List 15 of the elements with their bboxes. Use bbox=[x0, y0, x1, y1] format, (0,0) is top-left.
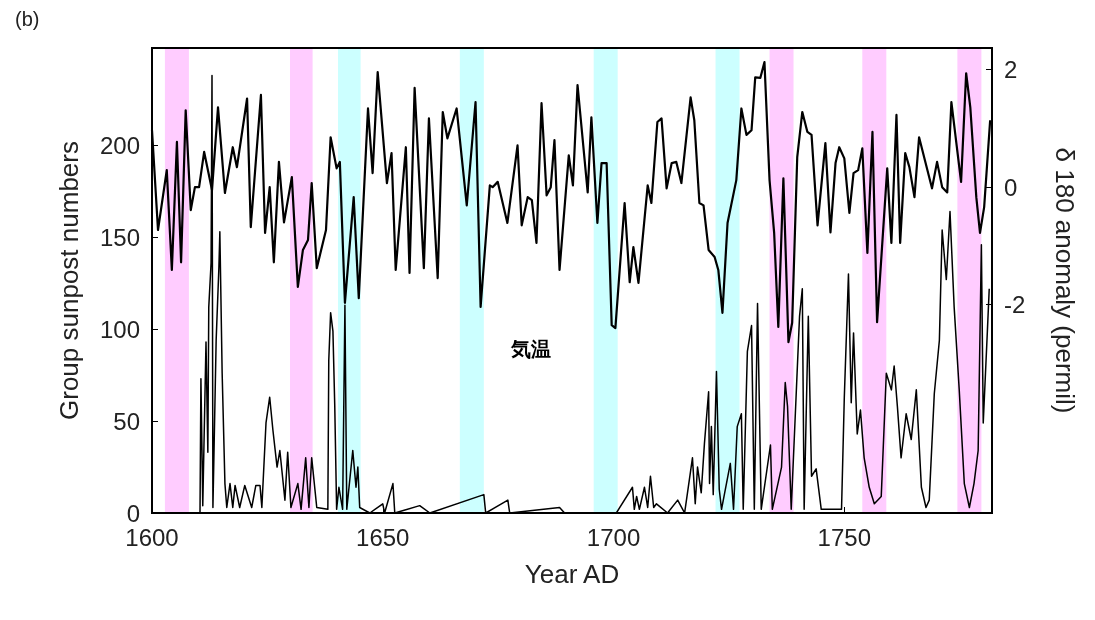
x-axis-title: Year AD bbox=[524, 559, 620, 589]
y2-tick-label: 0 bbox=[1004, 173, 1018, 201]
y2-tick-label: 2 bbox=[1004, 56, 1018, 84]
y-axis-title: Group sunpost numbers bbox=[54, 141, 84, 420]
y-tick-label: 100 bbox=[99, 315, 140, 343]
x-tick-label: 1700 bbox=[586, 523, 641, 551]
y-tick-label: 200 bbox=[99, 131, 140, 159]
x-tick-label: 1750 bbox=[817, 523, 871, 551]
y-tick-label: 50 bbox=[113, 407, 140, 435]
annotation: 気温 bbox=[510, 337, 551, 361]
x-tick-label: 1650 bbox=[356, 523, 410, 551]
y2-tick-label: -2 bbox=[1004, 291, 1026, 319]
y-tick-label: 150 bbox=[99, 223, 140, 251]
y2-axis-title: δ 180 anomaly (permil) bbox=[1050, 147, 1080, 414]
chart-title: (b) bbox=[15, 8, 40, 30]
